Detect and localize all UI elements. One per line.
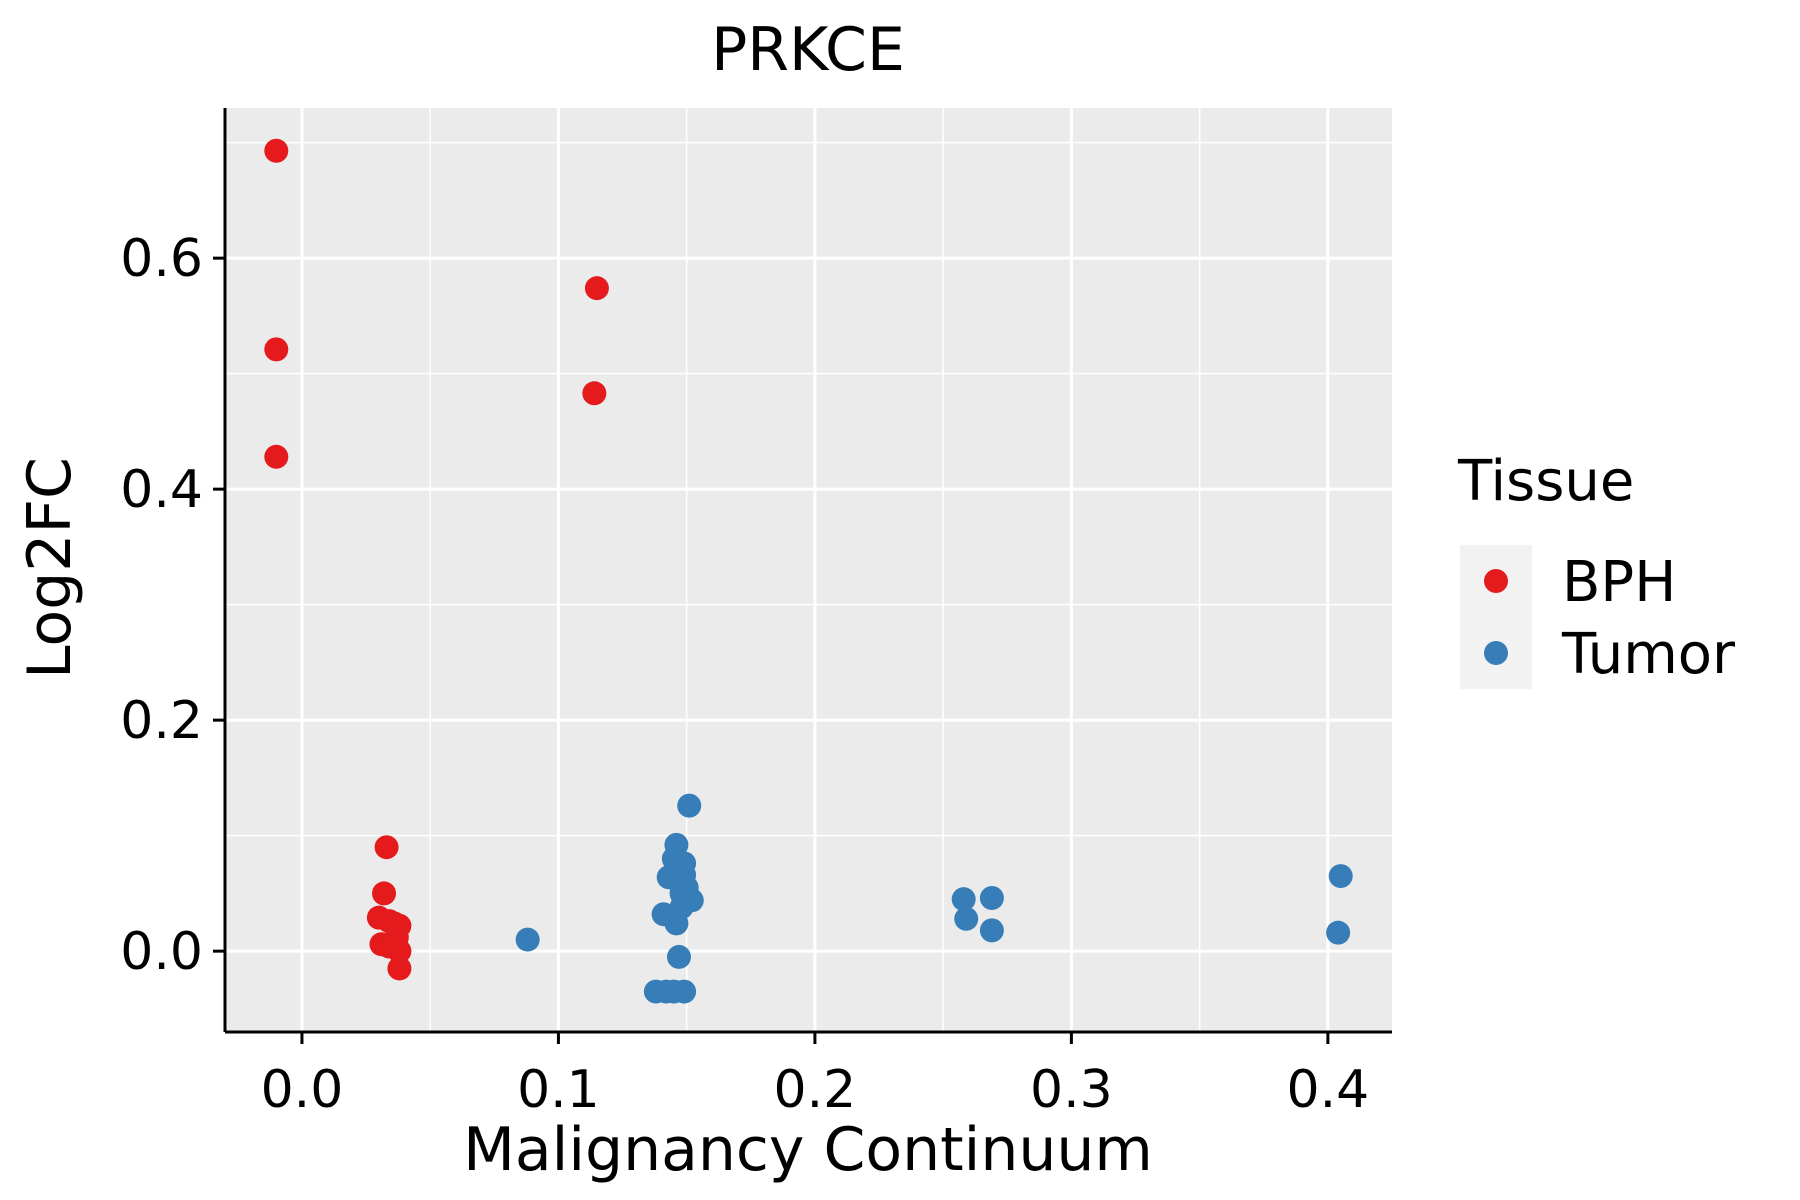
point-bph (264, 337, 289, 362)
point-bph (264, 444, 289, 469)
point-bph (387, 939, 412, 964)
point-bph (372, 881, 397, 906)
y-tick-label: 0.2 (120, 691, 203, 751)
legend: Tissue BPH Tumor (1457, 449, 1736, 689)
x-axis-ticks: 0.0 0.1 0.2 0.3 0.4 (261, 1032, 1370, 1120)
point-bph (264, 138, 289, 163)
point-tumor (954, 906, 979, 931)
point-tumor (1328, 864, 1353, 889)
point-bph (582, 381, 607, 406)
x-tick-label: 0.2 (774, 1060, 857, 1120)
grid-minor (225, 108, 1392, 1032)
chart-title: PRKCE (711, 15, 905, 85)
point-tumor (979, 918, 1004, 943)
x-tick-label: 0.3 (1030, 1060, 1113, 1120)
axes (223, 108, 1392, 1034)
point-bph (374, 835, 399, 860)
point-bph (584, 276, 609, 301)
data-points (264, 138, 1353, 1004)
x-tick-label: 0.1 (517, 1060, 600, 1120)
legend-key-background (1460, 545, 1532, 689)
legend-key-tumor (1484, 641, 1508, 665)
x-tick-label: 0.0 (261, 1060, 344, 1120)
plot-background (225, 108, 1392, 1032)
point-tumor (666, 944, 691, 969)
legend-label-tumor: Tumor (1561, 622, 1736, 687)
y-axis-label: Log2FC (15, 457, 85, 679)
grid-major (225, 108, 1392, 1032)
point-tumor (515, 927, 540, 952)
y-tick-label: 0.0 (120, 922, 203, 982)
point-tumor (672, 979, 697, 1004)
point-bph (387, 956, 412, 981)
point-tumor (677, 793, 702, 818)
plot-panel (225, 108, 1392, 1032)
legend-label-bph: BPH (1562, 550, 1676, 615)
y-tick-label: 0.4 (120, 460, 203, 520)
y-tick-label: 0.6 (120, 229, 203, 289)
point-tumor (951, 887, 976, 912)
point-tumor (664, 911, 689, 936)
point-tumor (1326, 920, 1351, 945)
y-axis-ticks: 0.0 0.2 0.4 0.6 (120, 229, 225, 982)
x-axis-label: Malignancy Continuum (463, 1115, 1153, 1185)
point-tumor (979, 886, 1004, 911)
legend-title: Tissue (1457, 449, 1634, 514)
x-tick-label: 0.4 (1287, 1060, 1370, 1120)
legend-key-bph (1484, 569, 1508, 593)
